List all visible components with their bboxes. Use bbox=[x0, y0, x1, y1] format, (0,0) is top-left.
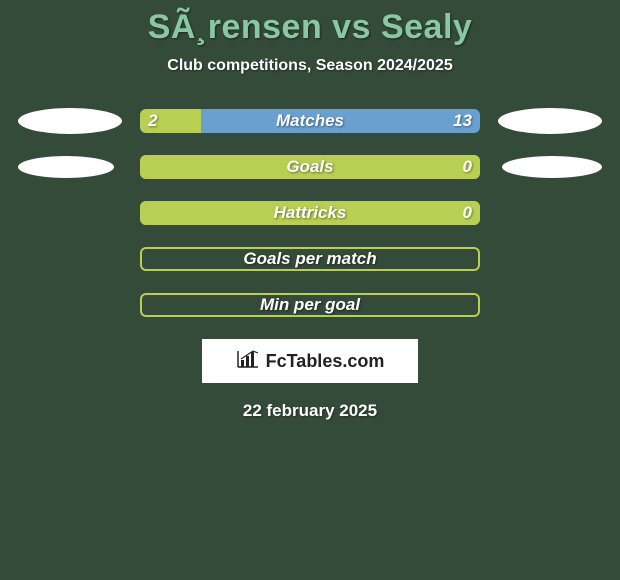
stat-value-right: 0 bbox=[463, 203, 472, 223]
stat-rows: Matches213Goals0Hattricks0Goals per matc… bbox=[0, 109, 620, 317]
comparison-card: SÃ¸rensen vs Sealy Club competitions, Se… bbox=[0, 0, 620, 580]
stat-label: Hattricks bbox=[140, 203, 480, 223]
bar-chart-icon bbox=[236, 349, 260, 374]
stat-value-right: 13 bbox=[453, 111, 472, 131]
stat-value-left: 2 bbox=[148, 111, 157, 131]
stat-label: Goals bbox=[140, 157, 480, 177]
stat-bar: Hattricks0 bbox=[140, 201, 480, 225]
logo-text: FcTables.com bbox=[266, 351, 385, 372]
stat-label: Min per goal bbox=[142, 295, 478, 315]
stat-bar: Matches2 13 bbox=[140, 109, 480, 133]
stat-row: Hattricks0 bbox=[10, 201, 610, 225]
stat-bar: Min per goal bbox=[140, 293, 480, 317]
stat-row: Goals per match bbox=[10, 247, 610, 271]
subtitle: Club competitions, Season 2024/2025 bbox=[0, 57, 620, 75]
stat-value-right: 0 bbox=[463, 157, 472, 177]
stat-bar: Goals0 bbox=[140, 155, 480, 179]
player-right-marker bbox=[498, 108, 602, 134]
logo-box: FcTables.com bbox=[202, 339, 418, 383]
stat-label: Goals per match bbox=[142, 249, 478, 269]
page-title: SÃ¸rensen vs Sealy bbox=[0, 8, 620, 47]
stat-row: Min per goal bbox=[10, 293, 610, 317]
stat-label: Matches bbox=[140, 111, 480, 131]
stat-row: Goals0 bbox=[10, 155, 610, 179]
stat-row: Matches2 13 bbox=[10, 109, 610, 133]
stat-bar: Goals per match bbox=[140, 247, 480, 271]
player-left-marker bbox=[18, 108, 122, 134]
date-label: 22 february 2025 bbox=[0, 401, 620, 421]
player-left-marker bbox=[18, 156, 114, 178]
player-right-marker bbox=[502, 156, 602, 178]
